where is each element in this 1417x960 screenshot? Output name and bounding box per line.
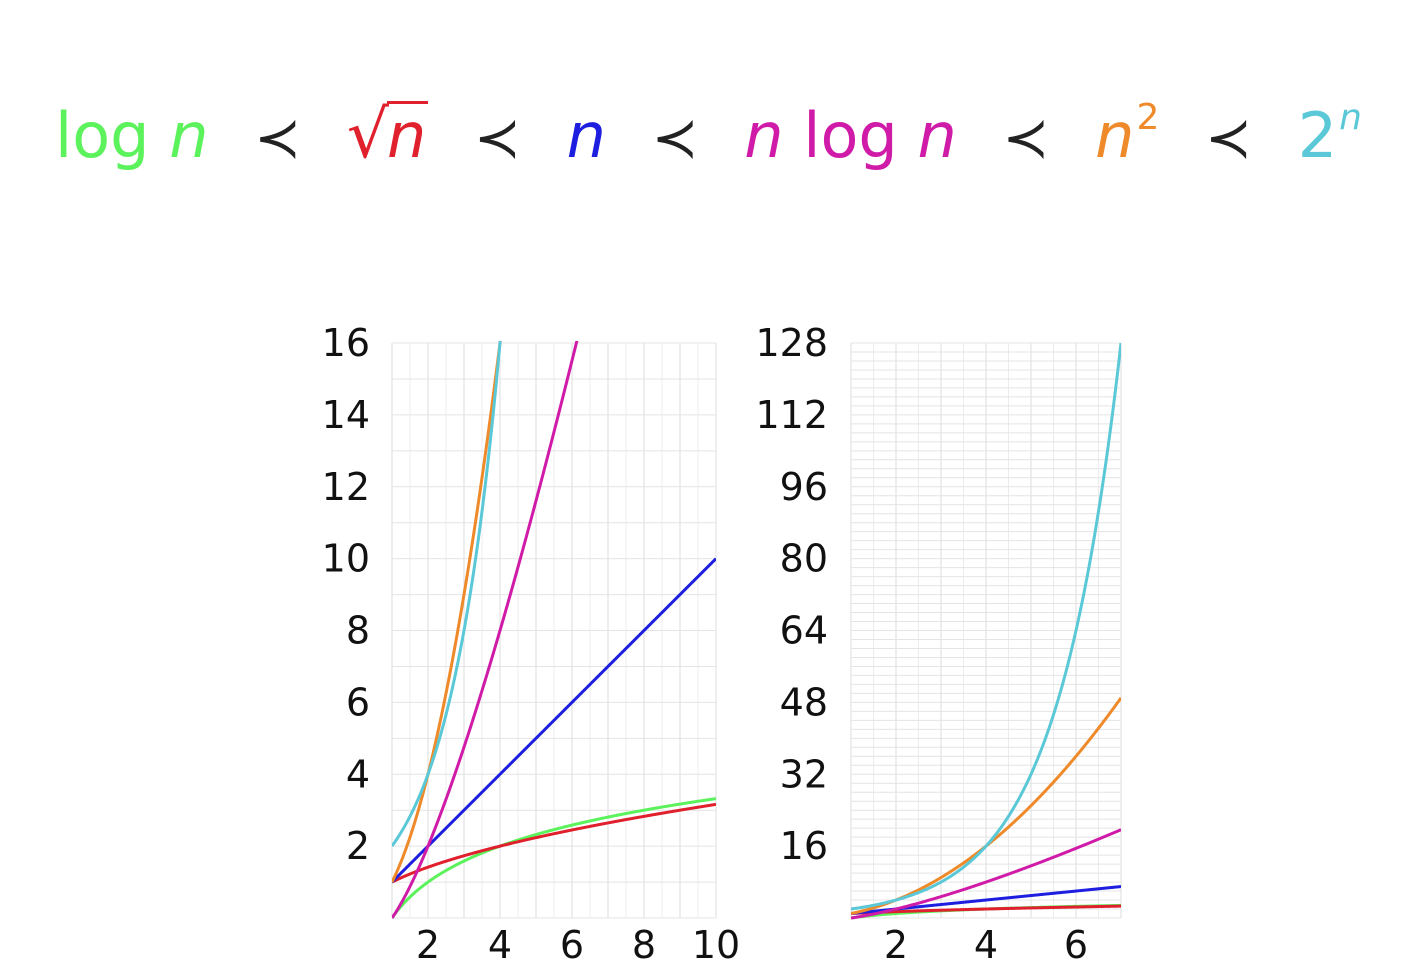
- y-tick-label: 128: [755, 321, 828, 365]
- exponent: 2: [1136, 97, 1160, 138]
- series-line-log-n: [392, 797, 716, 919]
- var-n: n: [744, 99, 784, 172]
- term-sqrt-n: √n: [346, 96, 448, 173]
- y-tick-label: 64: [780, 609, 828, 653]
- series-line-n-log-n: [851, 828, 1121, 920]
- y-tick-label: 96: [780, 465, 828, 509]
- var-n: n: [386, 99, 429, 172]
- var-n: n: [917, 99, 957, 172]
- y-tick-label: 4: [346, 752, 370, 796]
- x-tick-label: 2: [416, 923, 440, 960]
- y-tick-label: 16: [780, 824, 828, 868]
- y-tick-label: 2: [346, 824, 370, 868]
- y-tick-label: 10: [322, 537, 370, 581]
- series-line-2-n: [851, 342, 1121, 911]
- term-log-n: log n: [55, 99, 228, 172]
- series-line-n: [392, 557, 716, 884]
- x-tick-label: 6: [1064, 923, 1088, 960]
- precedes-symbol: ≺: [651, 106, 699, 171]
- x-tick-label: 10: [692, 923, 740, 960]
- term-n-log-n: n log n: [744, 99, 976, 172]
- grid: [391, 342, 717, 919]
- var-n: n: [1095, 99, 1135, 172]
- var-n: n: [169, 99, 209, 172]
- complexity-ordering-formula: log n ≺ √n ≺ n ≺ n log n ≺ n2 ≺ 2n: [0, 80, 1417, 190]
- log-label: log: [54, 99, 170, 172]
- radical-sign: √: [346, 96, 389, 173]
- x-tick-label: 8: [632, 923, 656, 960]
- y-tick-label: 112: [755, 393, 828, 437]
- term-n: n: [567, 99, 626, 172]
- y-tick-label: 48: [780, 680, 828, 724]
- y-tick-label: 32: [780, 752, 828, 796]
- precedes-symbol: ≺: [1002, 106, 1050, 171]
- y-tick-label: 8: [346, 609, 370, 653]
- series-line-sqrt-n: [392, 802, 716, 884]
- series-group: [851, 342, 1121, 920]
- base-two: 2: [1297, 99, 1338, 172]
- y-tick-label: 16: [322, 321, 370, 365]
- x-tick-label: 6: [560, 923, 584, 960]
- precedes-symbol: ≺: [473, 106, 521, 171]
- log-label: log: [803, 99, 918, 172]
- y-tick-label: 80: [780, 537, 828, 581]
- precedes-symbol: ≺: [1205, 106, 1252, 171]
- series-group: [392, 341, 716, 919]
- y-tick-label: 12: [322, 465, 370, 509]
- precedes-symbol: ≺: [254, 106, 302, 171]
- series-line-n-log-n: [392, 341, 579, 919]
- exponent: n: [1339, 97, 1362, 138]
- series-line-2-n: [392, 341, 502, 847]
- x-tick-label: 4: [488, 923, 512, 960]
- y-tick-label: 14: [322, 393, 370, 437]
- chart-large-range: 16 32 48 64 80 96 112 128 2 4 6: [755, 321, 1122, 960]
- y-tick-label: 6: [346, 680, 370, 724]
- series-line-n-2: [392, 341, 502, 883]
- grid: [850, 342, 1122, 919]
- term-n-squared: n2: [1095, 99, 1179, 172]
- chart-small-range: 2 4 6 8 10 12 14 16 2 4 6 8 10: [322, 321, 741, 960]
- series-line-sqrt-n: [851, 904, 1121, 916]
- x-tick-label: 2: [884, 923, 908, 960]
- var-n: n: [566, 99, 606, 172]
- term-two-pow-n: 2n: [1298, 99, 1362, 172]
- x-tick-label: 4: [974, 923, 998, 960]
